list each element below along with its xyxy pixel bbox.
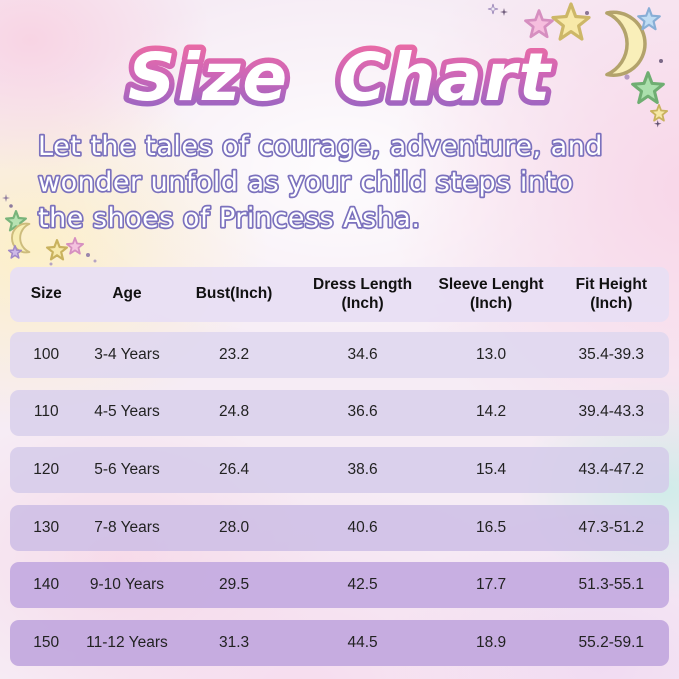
sparkle-icon	[487, 3, 663, 128]
cell-sleeve: 15.4	[475, 461, 507, 479]
cell-bust: 23.2	[218, 345, 250, 363]
cell-sleeve: 14.2	[475, 403, 507, 421]
column-header-dress-length: Dress Length (Inch)	[313, 276, 413, 312]
cell-age: 5-6 Years	[94, 461, 160, 479]
cell-age: 11-12 Years	[86, 633, 168, 651]
cell-dress: 42.5	[347, 576, 378, 594]
column-header-size: Size	[30, 285, 62, 303]
cell-dress: 40.6	[347, 518, 378, 536]
table-row: 100 3-4 Years 23.2 34.6 13.0 35.4-39.3	[10, 332, 669, 378]
cell-height: 55.2-59.1	[578, 633, 645, 651]
cell-size: 120	[33, 461, 60, 479]
cell-size: 110	[33, 403, 59, 421]
cell-bust: 29.5	[218, 576, 250, 594]
cell-bust: 31.3	[218, 633, 250, 651]
cell-dress: 34.6	[347, 345, 378, 363]
subtitle: Let the tales of courage, adventure, and…	[36, 129, 604, 235]
page-title-text: Size Chart	[128, 39, 553, 116]
subtitle-line-2: wonder unfold as your child steps into	[38, 167, 574, 198]
page-title: Size Chart	[122, 34, 556, 122]
cell-height: 35.4-39.3	[578, 345, 645, 363]
cell-bust: 26.4	[218, 461, 250, 479]
column-header-age: Age	[112, 285, 142, 303]
cell-size: 150	[33, 633, 60, 651]
cell-sleeve: 17.7	[475, 576, 507, 594]
cell-height: 39.4-43.3	[578, 403, 645, 421]
column-header-fit-height: Fit Height (Inch)	[575, 276, 648, 312]
cell-size: 140	[33, 576, 60, 594]
cell-dress: 36.6	[347, 403, 378, 421]
cell-size: 130	[33, 518, 60, 536]
cell-sleeve: 18.9	[475, 633, 507, 651]
sparkle-icon-left	[2, 194, 97, 266]
cell-bust: 28.0	[218, 518, 250, 536]
table-row: 140 9-10 Years 29.5 42.5 17.7 51.3-55.1	[10, 562, 669, 609]
cell-age: 3-4 Years	[94, 345, 160, 363]
cell-bust: 24.8	[218, 403, 250, 421]
column-header-bust: Bust(Inch)	[195, 285, 273, 303]
table-row: 110 4-5 Years 24.8 36.6 14.2 39.4-43.3	[10, 389, 669, 436]
cell-height: 51.3-55.1	[578, 576, 645, 594]
star-pink-left-icon	[65, 236, 85, 255]
size-table: Size Age Bust(Inch) Dress Length (Inch) …	[10, 267, 669, 666]
subtitle-line-3: the shoes of Princess Asha.	[38, 203, 420, 234]
subtitle-line-1: Let the tales of courage, adventure, and	[38, 131, 603, 162]
cell-size: 100	[33, 345, 60, 363]
column-header-sleeve-length: Sleeve Lenght (Inch)	[438, 276, 544, 312]
table-row: 120 5-6 Years 26.4 38.6 15.4 43.4-47.2	[10, 447, 669, 494]
star-yellow-left-icon	[45, 239, 69, 261]
cell-dress: 44.5	[347, 633, 378, 651]
cell-dress: 38.6	[347, 461, 378, 479]
cell-height: 47.3-51.2	[578, 518, 645, 536]
table-row: 130 7-8 Years 28.0 40.6 16.5 47.3-51.2	[10, 504, 669, 551]
cell-age: 7-8 Years	[94, 518, 160, 536]
cell-age: 4-5 Years	[94, 403, 160, 421]
cell-height: 43.4-47.2	[578, 461, 645, 479]
table-header-row: Size Age Bust(Inch) Dress Length (Inch) …	[10, 267, 669, 322]
cell-sleeve: 13.0	[475, 345, 507, 363]
cell-age: 9-10 Years	[89, 576, 165, 594]
cell-sleeve: 16.5	[475, 518, 507, 536]
table-row: 150 11-12 Years 31.3 44.5 18.9 55.2-59.1	[10, 619, 669, 666]
